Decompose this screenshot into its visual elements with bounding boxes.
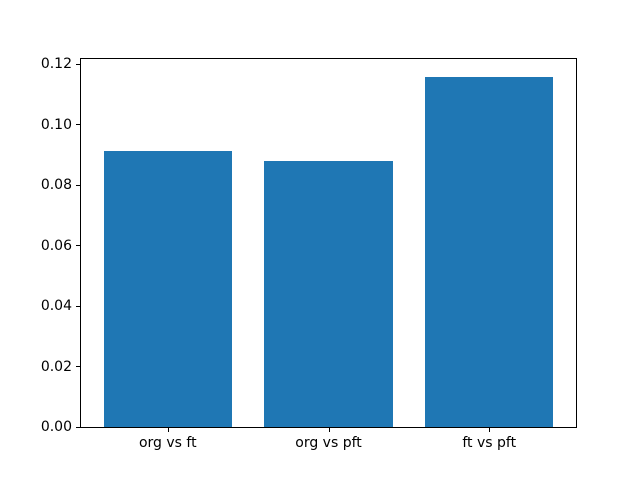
x-tick-label: org vs pft xyxy=(295,435,362,451)
y-tick-label: 0.04 xyxy=(40,298,72,315)
y-tick-label: 0.00 xyxy=(40,419,72,435)
y-tick-label: 0.12 xyxy=(40,56,72,73)
y-tick-mark xyxy=(76,63,80,65)
bar-org-vs-pft xyxy=(264,161,393,427)
y-tick-mark xyxy=(76,245,80,247)
y-tick-label: 0.02 xyxy=(40,358,72,375)
x-tick-label: ft vs pft xyxy=(462,435,517,451)
y-tick-label: 0.06 xyxy=(40,237,72,254)
plot-area: org vs ft org vs pft ft vs pft 0.00 0.02 0.04… xyxy=(41,57,577,450)
y-tick-label: 0.08 xyxy=(40,177,72,194)
bar-ft-vs-pft xyxy=(424,76,554,427)
y-tick-mark xyxy=(76,184,80,186)
bar-org-vs-ft xyxy=(103,150,233,427)
x-tick-mark xyxy=(167,428,169,432)
y-tick-mark xyxy=(76,426,80,428)
x-tick-label: org vs ft xyxy=(138,435,197,451)
x-tick-mark xyxy=(489,428,491,432)
y-tick-mark xyxy=(76,366,80,368)
y-tick-mark xyxy=(76,305,80,307)
x-tick-mark xyxy=(328,428,330,432)
y-tick-mark xyxy=(76,124,80,126)
y-tick-label: 0.10 xyxy=(40,116,72,133)
